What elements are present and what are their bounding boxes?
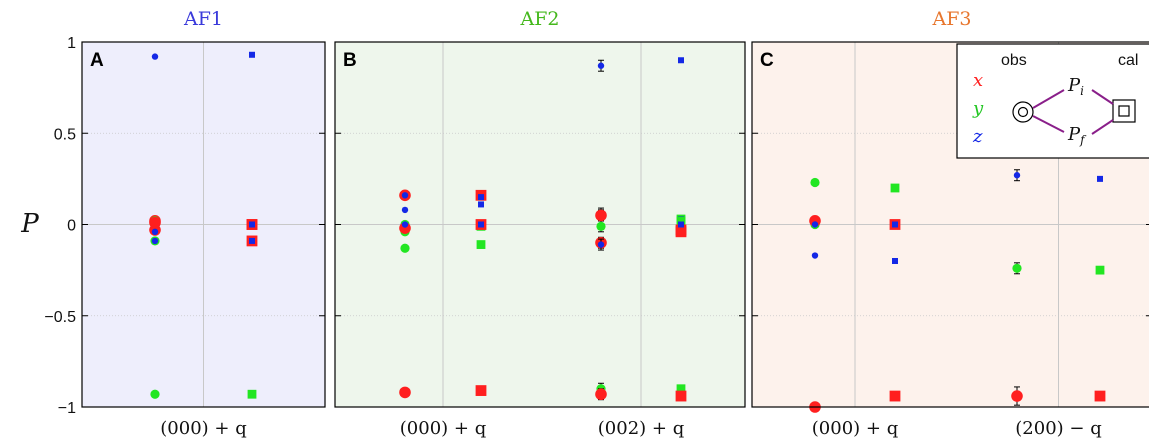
panel-letter: A (90, 50, 104, 71)
obs-point-y (810, 177, 820, 188)
cal-point-z (478, 194, 484, 201)
obs-point-z (401, 206, 409, 214)
cal-point-z (892, 258, 898, 264)
x-tick-label: (000) + q (400, 418, 486, 439)
cal-point-z (892, 221, 898, 228)
obs-point-x (149, 216, 161, 229)
legend-pf-label: Pf (1067, 124, 1087, 147)
panel-title: AF2 (520, 8, 560, 30)
legend-z-label: z (972, 126, 983, 147)
obs-point-y (150, 389, 160, 399)
cal-point-z (678, 57, 684, 64)
obs-point-z (401, 221, 409, 228)
obs-point-x (595, 388, 607, 401)
panel-A: (000) + q 1 0.5 0 −0.5 −1 AF1 A (44, 8, 326, 439)
obs-point-x (595, 209, 607, 222)
panel-frame (81, 41, 326, 408)
cal-point-y (247, 389, 257, 399)
panel-B: (000) + q (002) + q AF2 B (334, 8, 746, 439)
legend-y-label: y (972, 98, 984, 119)
obs-point-x (399, 386, 411, 399)
legend-x-label: x (973, 70, 983, 91)
y-tick-label: 1 (67, 35, 76, 52)
x-tick-label: (000) + q (812, 418, 898, 439)
y-tick-label: 0 (67, 218, 76, 235)
legend-obs-target-inner-icon (1017, 106, 1029, 118)
obs-point-y (400, 243, 410, 253)
cal-point-x (675, 224, 687, 236)
x-tick-label: (000) + q (160, 418, 246, 439)
cal-point-x (675, 390, 687, 402)
obs-point-z (811, 252, 819, 259)
cal-point-z (478, 201, 484, 208)
y-tick-label: −1 (58, 400, 76, 417)
y-axis-label: P (20, 209, 39, 239)
panel-frame (334, 41, 746, 408)
legend-box (956, 43, 1149, 159)
cal-point-z (1097, 175, 1103, 182)
obs-point-y (596, 221, 606, 231)
obs-point-x (1011, 390, 1023, 402)
panel-letter: C (760, 50, 774, 71)
legend: obs cal x y z Pi Pf (956, 43, 1149, 159)
obs-point-z (597, 62, 605, 69)
cal-point-x (475, 385, 487, 396)
legend-pi-label: Pi (1067, 75, 1084, 98)
cal-point-y (1095, 265, 1105, 275)
legend-obs-target-icon (1012, 101, 1034, 123)
cal-point-y (476, 240, 486, 249)
cal-point-z (249, 51, 255, 58)
x-tick-label: (002) + q (598, 418, 684, 439)
x-tick-label: (200) − q (1015, 418, 1101, 439)
legend-cal-label: cal (1118, 52, 1138, 69)
obs-point-z (1013, 172, 1021, 179)
cal-point-y (890, 183, 900, 193)
cal-point-x (1094, 390, 1106, 402)
panel-title: AF3 (932, 8, 972, 30)
cal-point-z (249, 221, 255, 228)
legend-cal-square-icon (1112, 99, 1136, 123)
legend-connector-lines (1032, 89, 1114, 135)
legend-obs-label: obs (1001, 52, 1027, 69)
obs-point-z (597, 241, 605, 248)
panel-letter: B (343, 50, 357, 71)
obs-point-z (401, 192, 409, 199)
y-tick-label: −0.5 (44, 309, 76, 326)
obs-point-z (811, 221, 819, 228)
panel-frame (751, 41, 1149, 408)
obs-point-y (1012, 263, 1022, 273)
legend-cal-square-inner-icon (1118, 105, 1130, 117)
cal-point-y (676, 384, 686, 394)
cal-point-y (676, 216, 686, 226)
obs-point-z (151, 53, 159, 60)
obs-point-z (151, 228, 159, 235)
y-tick-label: 0.5 (54, 126, 76, 143)
cal-point-z (249, 237, 255, 244)
panel-title: AF1 (183, 8, 223, 30)
obs-point-z (151, 237, 159, 245)
cal-point-z (478, 221, 484, 228)
cal-point-z (678, 221, 684, 228)
cal-point-x (889, 390, 901, 402)
